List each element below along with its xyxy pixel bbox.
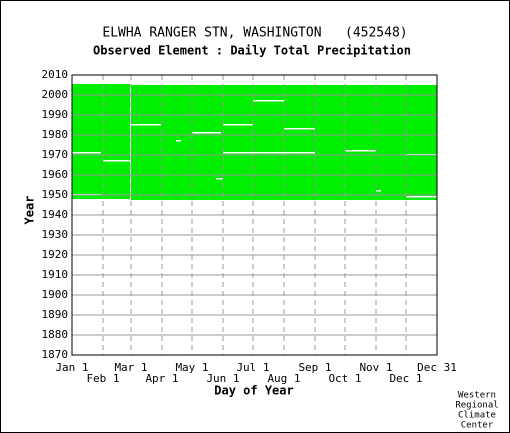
x-tick-label: Sep 1 [298, 361, 331, 374]
data-gap [103, 160, 130, 162]
credit: Regional [455, 401, 498, 411]
y-tick-label: 1980 [42, 128, 69, 141]
data-gap [72, 152, 101, 154]
y-tick-label: 1880 [42, 328, 69, 341]
x-tick-label: Oct 1 [328, 372, 361, 385]
y-tick-label: 1910 [42, 268, 69, 281]
y-tick-label: 1930 [42, 228, 69, 241]
x-tick-label: Feb 1 [86, 372, 119, 385]
y-tick-label: 1890 [42, 308, 69, 321]
data-gap [216, 178, 223, 180]
data-gap [131, 124, 161, 126]
x-tick-label: Apr 1 [145, 372, 178, 385]
y-tick-label: 1870 [42, 348, 69, 361]
data-gap [253, 100, 284, 102]
plot-frame [71, 74, 438, 356]
x-tick-label: Jul 1 [236, 361, 269, 374]
credit: Center [461, 421, 494, 431]
credit: Climate [458, 411, 496, 421]
y-tick-label: 2000 [42, 88, 69, 101]
data-gap [406, 196, 437, 198]
data-gap [223, 124, 253, 126]
data-gap [176, 140, 181, 142]
data-gap [192, 132, 221, 134]
data-block [72, 84, 130, 199]
x-tick-label: Mar 1 [114, 361, 147, 374]
y-tick-label: 1900 [42, 288, 69, 301]
data-gap [284, 128, 315, 130]
x-axis-label: Day of Year [214, 384, 293, 398]
chart-subtitle: Observed Element : Daily Total Precipita… [93, 44, 411, 58]
x-tick-label: Jan 1 [55, 361, 88, 374]
data-gap [376, 190, 381, 192]
data-gap [223, 152, 315, 154]
x-tick-label: Aug 1 [267, 372, 300, 385]
credit: Western [458, 391, 496, 401]
data-gap [345, 150, 376, 152]
y-axis-label: Year [23, 196, 37, 225]
y-tick-label: 1970 [42, 148, 69, 161]
x-tick-label: Dec 1 [389, 372, 422, 385]
y-tick-label: 1940 [42, 208, 69, 221]
chart-title: ELWHA RANGER STN, WASHINGTON (452548) [102, 26, 407, 41]
x-tick-label: Dec 31 [417, 361, 457, 374]
y-tick-label: 1920 [42, 248, 69, 261]
y-tick-label: 1950 [42, 188, 69, 201]
x-tick-label: Nov 1 [359, 361, 392, 374]
y-tick-label: 1990 [42, 108, 69, 121]
x-tick-label: Jun 1 [206, 372, 239, 385]
y-tick-label: 2010 [42, 68, 69, 81]
x-tick-label: May 1 [175, 361, 208, 374]
y-tick-label: 1960 [42, 168, 69, 181]
